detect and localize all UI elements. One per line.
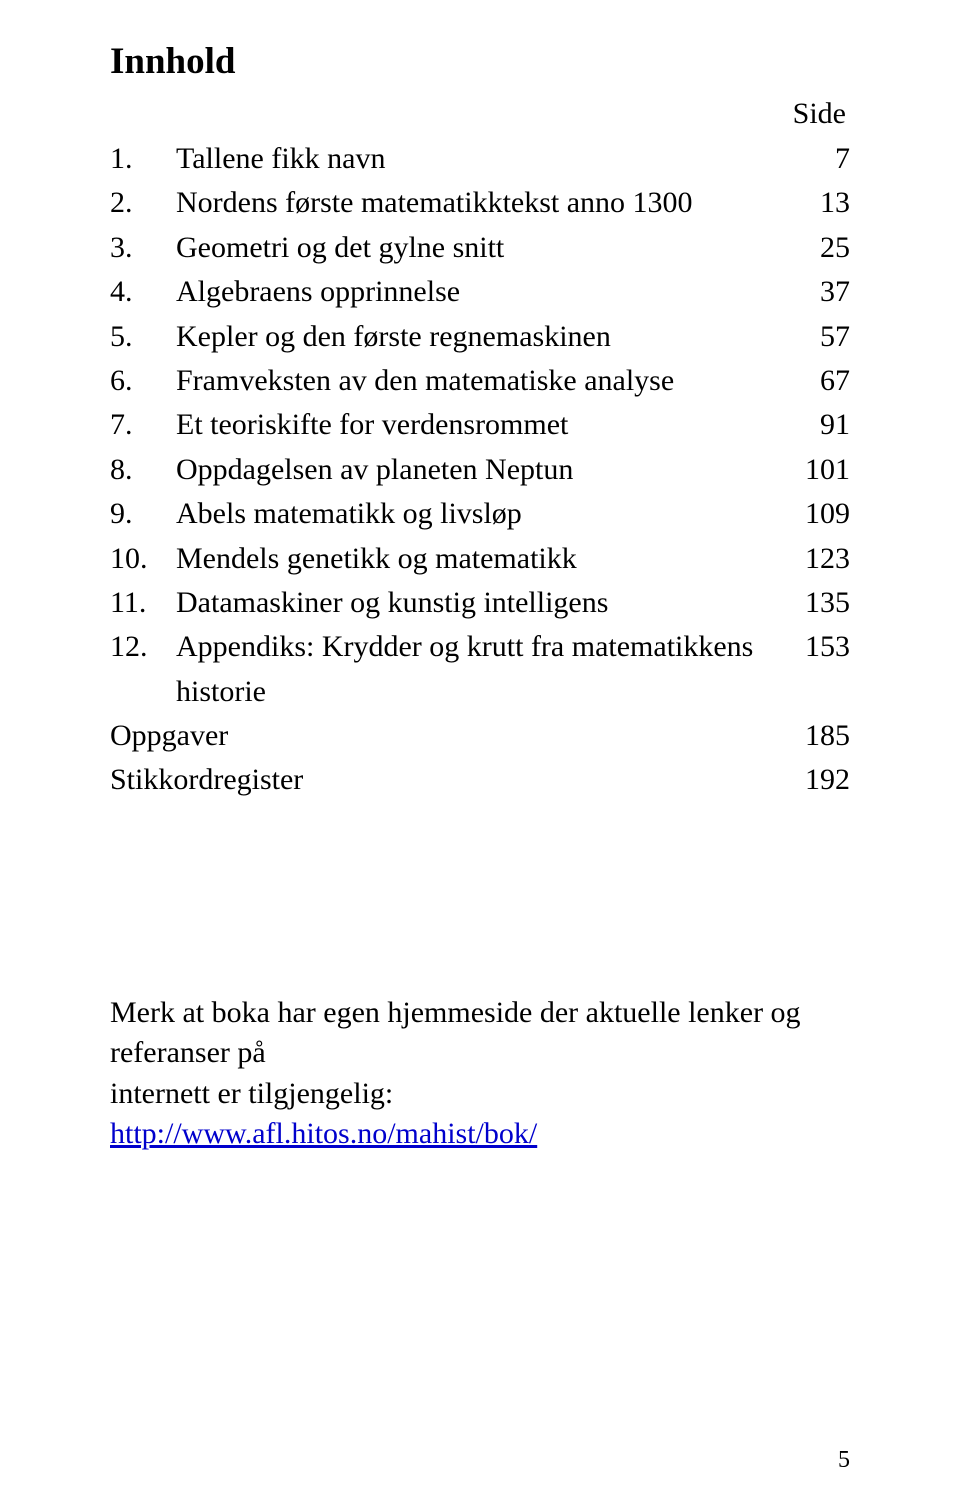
toc-chapter-page: 25: [780, 226, 850, 270]
toc-chapter-number: 5.: [110, 315, 176, 359]
toc-chapter-number: 8.: [110, 448, 176, 492]
homepage-link[interactable]: http://www.afl.hitos.no/mahist/bok/: [110, 1117, 537, 1150]
toc-chapter-page: 135: [780, 581, 850, 625]
toc-row: 5. Kepler og den første regnemaskinen 57: [110, 315, 850, 359]
toc-chapter-title: Et teoriskifte for verdensrommet: [176, 403, 780, 447]
toc-chapter-number: 12.: [110, 625, 176, 669]
toc-row: 12. Appendiks: Krydder og krutt fra mate…: [110, 625, 850, 714]
toc-section-title: Stikkordregister: [110, 758, 780, 802]
toc-chapter-title: Geometri og det gylne snitt: [176, 226, 780, 270]
toc-chapter-title: Datamaskiner og kunstig intelligens: [176, 581, 780, 625]
toc-section-page: 185: [780, 714, 850, 758]
toc-chapter-page: 109: [780, 492, 850, 536]
toc-page-column-header: Side: [110, 97, 850, 131]
toc-section-title: Oppgaver: [110, 714, 780, 758]
toc-section-page: 192: [780, 758, 850, 802]
page-number: 5: [838, 1447, 850, 1474]
toc-row: 11. Datamaskiner og kunstig intelligens …: [110, 581, 850, 625]
toc-chapter-number: 7.: [110, 403, 176, 447]
toc-chapter-page: 123: [780, 537, 850, 581]
page-title: Innhold: [110, 40, 850, 83]
toc-row: 2. Nordens første matematikktekst anno 1…: [110, 181, 850, 225]
toc-row: 1. Tallene fikk navn 7: [110, 137, 850, 181]
toc-chapter-page: 67: [780, 359, 850, 403]
toc-row: 8. Oppdagelsen av planeten Neptun 101: [110, 448, 850, 492]
page-container: Innhold Side 1. Tallene fikk navn 7 2. N…: [0, 0, 960, 1510]
toc-chapter-page: 91: [780, 403, 850, 447]
toc-row: Oppgaver 185: [110, 714, 850, 758]
toc-chapter-title: Algebraens opprinnelse: [176, 270, 780, 314]
toc-chapter-number: 2.: [110, 181, 176, 225]
toc-chapter-number: 10.: [110, 537, 176, 581]
toc-chapter-number: 9.: [110, 492, 176, 536]
toc-chapter-number: 4.: [110, 270, 176, 314]
toc-chapter-number: 1.: [110, 137, 176, 181]
toc-row: 4. Algebraens opprinnelse 37: [110, 270, 850, 314]
toc-row: 9. Abels matematikk og livsløp 109: [110, 492, 850, 536]
table-of-contents: 1. Tallene fikk navn 7 2. Nordens første…: [110, 137, 850, 803]
footnote-line: internett er tilgjengelig:: [110, 1074, 850, 1115]
toc-row: 10. Mendels genetikk og matematikk 123: [110, 537, 850, 581]
toc-chapter-title: Nordens første matematikktekst anno 1300: [176, 181, 780, 225]
toc-chapter-page: 57: [780, 315, 850, 359]
toc-chapter-number: 11.: [110, 581, 176, 625]
toc-chapter-number: 6.: [110, 359, 176, 403]
toc-chapter-title: Oppdagelsen av planeten Neptun: [176, 448, 780, 492]
toc-row: 3. Geometri og det gylne snitt 25: [110, 226, 850, 270]
toc-chapter-page: 101: [780, 448, 850, 492]
toc-chapter-title: Framveksten av den matematiske analyse: [176, 359, 780, 403]
toc-chapter-page: 7: [780, 137, 850, 181]
toc-row: Stikkordregister 192: [110, 758, 850, 802]
footnote-block: Merk at boka har egen hjemmeside der akt…: [110, 993, 850, 1155]
toc-chapter-title: Mendels genetikk og matematikk: [176, 537, 780, 581]
toc-chapter-title: Abels matematikk og livsløp: [176, 492, 780, 536]
toc-chapter-page: 153: [780, 625, 850, 669]
toc-chapter-title: Appendiks: Krydder og krutt fra matemati…: [176, 625, 780, 714]
toc-chapter-page: 37: [780, 270, 850, 314]
toc-row: 6. Framveksten av den matematiske analys…: [110, 359, 850, 403]
toc-chapter-number: 3.: [110, 226, 176, 270]
toc-chapter-title: Kepler og den første regnemaskinen: [176, 315, 780, 359]
toc-row: 7. Et teoriskifte for verdensrommet 91: [110, 403, 850, 447]
footnote-line: Merk at boka har egen hjemmeside der akt…: [110, 993, 850, 1074]
toc-chapter-page: 13: [780, 181, 850, 225]
toc-chapter-title: Tallene fikk navn: [176, 137, 780, 181]
